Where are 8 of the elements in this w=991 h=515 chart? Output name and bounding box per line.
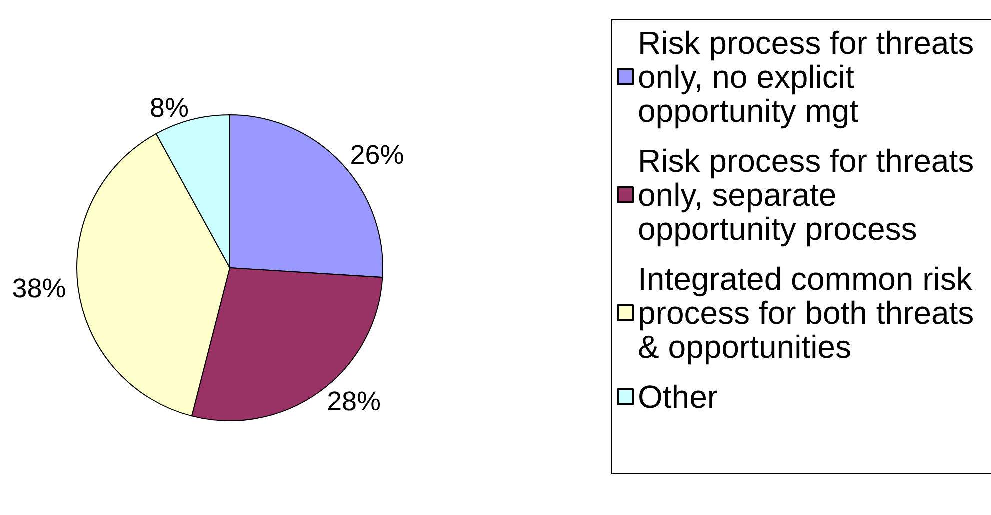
legend-label: Risk process for threats only, no explicit opportunity mgt [638, 25, 983, 129]
legend-label: Risk process for threats only, separate opportunity process [638, 143, 983, 247]
data-label: 38% [12, 274, 66, 304]
legend-label: Integrated common risk process for both threats & opportunities [638, 261, 984, 365]
data-label: 26% [350, 140, 404, 170]
legend-label: Other [638, 379, 718, 415]
data-label: 8% [150, 93, 189, 124]
data-label: 28% [326, 386, 382, 416]
